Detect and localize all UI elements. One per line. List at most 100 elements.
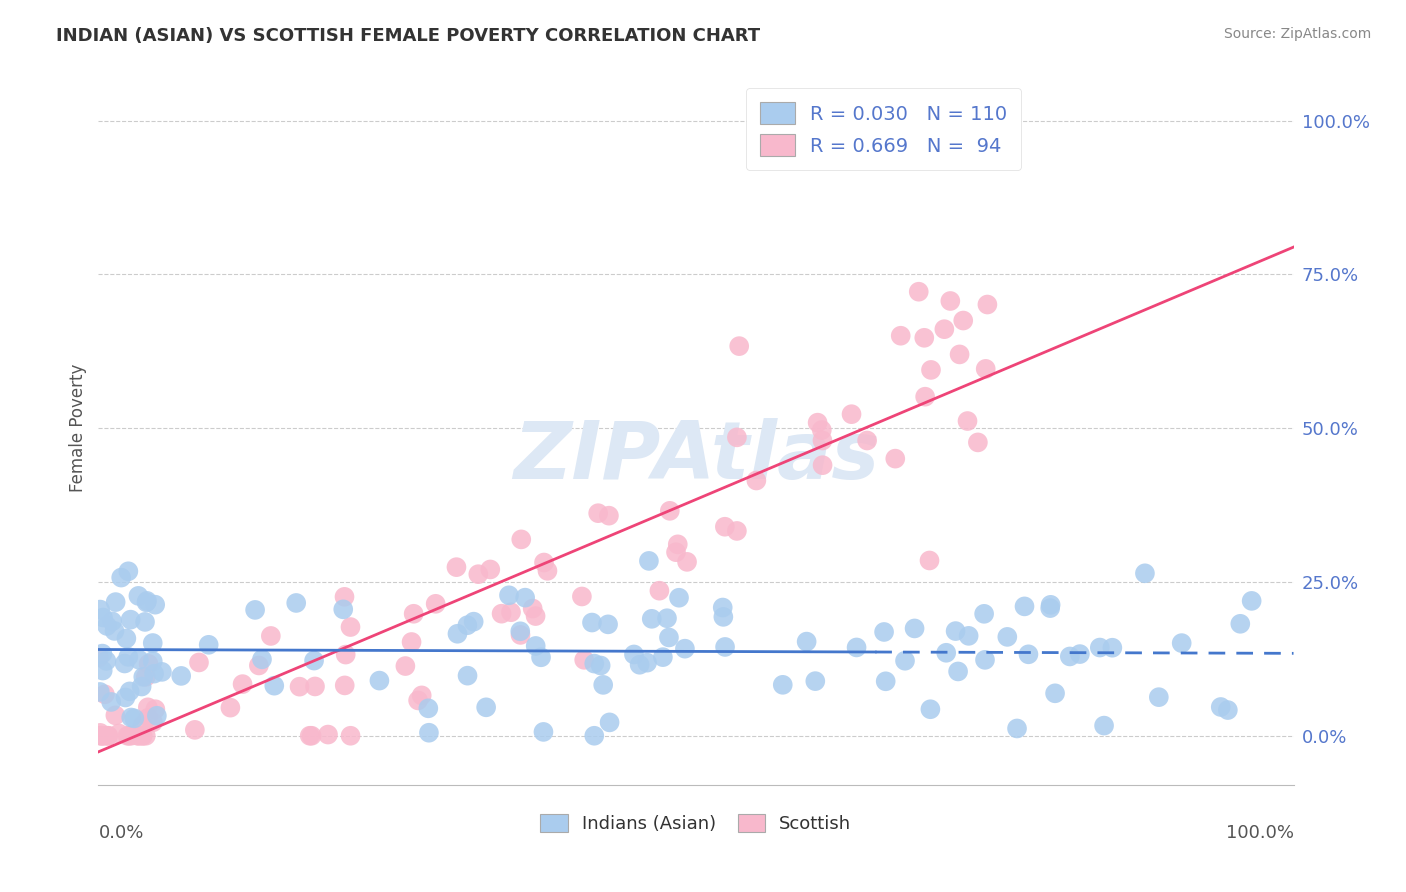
Point <box>394 659 416 673</box>
Point <box>974 653 997 667</box>
Point <box>114 690 136 705</box>
Point <box>1014 599 1036 614</box>
Point <box>946 665 969 679</box>
Point <box>599 715 621 730</box>
Point <box>676 555 699 569</box>
Point <box>89 726 111 740</box>
Point <box>636 656 658 670</box>
Point <box>845 640 868 655</box>
Point <box>945 624 967 638</box>
Point <box>288 680 311 694</box>
Point <box>1039 601 1062 615</box>
Point <box>648 583 671 598</box>
Point <box>772 678 794 692</box>
Point <box>596 617 619 632</box>
Point <box>725 524 748 538</box>
Point <box>920 363 942 377</box>
Point <box>1059 649 1081 664</box>
Point <box>479 562 502 576</box>
Point <box>920 702 942 716</box>
Point <box>91 664 114 678</box>
Point <box>298 729 321 743</box>
Point <box>91 647 114 661</box>
Point <box>127 729 149 743</box>
Point <box>138 657 160 671</box>
Point <box>574 653 596 667</box>
Point <box>856 434 879 448</box>
Point <box>533 556 555 570</box>
Point <box>995 630 1018 644</box>
Point <box>134 615 156 629</box>
Point <box>628 657 651 672</box>
Point <box>136 700 159 714</box>
Point <box>873 624 896 639</box>
Point <box>1101 640 1123 655</box>
Point <box>142 654 165 668</box>
Point <box>333 678 356 692</box>
Point <box>714 640 737 654</box>
Point <box>673 641 696 656</box>
Point <box>263 679 285 693</box>
Point <box>335 648 357 662</box>
Point <box>418 701 440 715</box>
Point <box>136 711 159 725</box>
Point <box>939 293 962 308</box>
Point <box>491 607 513 621</box>
Point <box>907 285 929 299</box>
Point <box>457 668 479 682</box>
Point <box>250 652 273 666</box>
Point <box>1092 718 1115 732</box>
Point <box>666 537 689 551</box>
Point <box>89 685 111 699</box>
Point <box>333 590 356 604</box>
Point <box>142 715 165 730</box>
Point <box>623 648 645 662</box>
Point <box>935 646 957 660</box>
Point <box>402 607 425 621</box>
Point <box>368 673 391 688</box>
Point <box>184 723 207 737</box>
Point <box>150 665 173 679</box>
Point <box>94 729 117 743</box>
Point <box>807 416 830 430</box>
Point <box>711 610 734 624</box>
Point <box>94 687 117 701</box>
Point <box>100 695 122 709</box>
Point <box>124 711 146 725</box>
Point <box>668 591 690 605</box>
Point <box>948 347 970 361</box>
Point <box>530 650 553 665</box>
Point <box>132 670 155 684</box>
Point <box>143 702 166 716</box>
Point <box>401 635 423 649</box>
Point <box>90 729 112 743</box>
Point <box>583 729 606 743</box>
Point <box>956 414 979 428</box>
Point <box>188 656 211 670</box>
Point <box>533 725 555 739</box>
Point <box>89 602 111 616</box>
Point <box>665 545 688 559</box>
Text: ZIPAtlas: ZIPAtlas <box>513 417 879 496</box>
Point <box>97 729 120 743</box>
Point <box>914 390 936 404</box>
Point <box>581 615 603 630</box>
Point <box>510 533 533 547</box>
Point <box>638 554 661 568</box>
Point <box>711 600 734 615</box>
Point <box>1216 703 1239 717</box>
Point <box>117 564 139 578</box>
Point <box>301 729 323 743</box>
Point <box>101 615 124 629</box>
Text: 0.0%: 0.0% <box>98 824 143 842</box>
Point <box>104 595 127 609</box>
Point <box>1088 640 1111 655</box>
Point <box>247 658 270 673</box>
Point <box>87 650 110 665</box>
Point <box>524 639 547 653</box>
Point <box>146 708 169 723</box>
Point <box>142 636 165 650</box>
Point <box>115 632 138 646</box>
Point <box>811 434 834 448</box>
Point <box>446 626 468 640</box>
